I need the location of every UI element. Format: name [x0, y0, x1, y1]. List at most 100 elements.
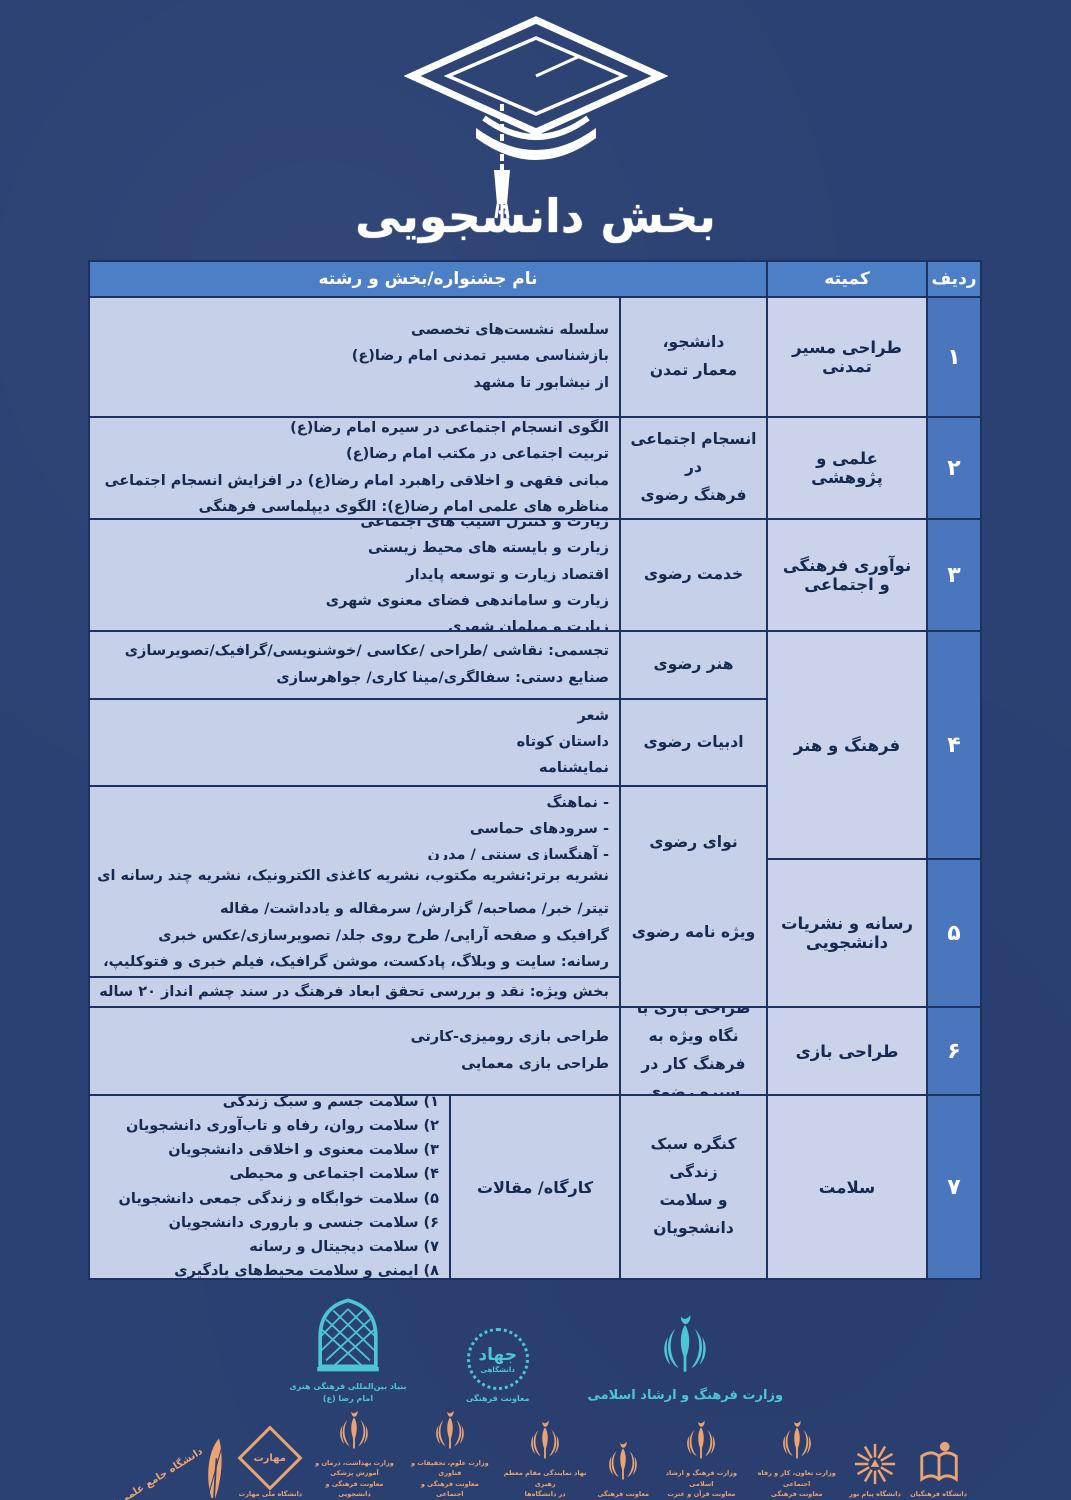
fields-cell: الگوی انسجام اجتماعی در سیره امام رضا(ع)…	[90, 418, 619, 518]
row-number: ۴	[928, 632, 980, 858]
iran-emblem-icon	[687, 1421, 716, 1460]
field-item: نشریه برتر:نشریه مکتوب، نشریه کاغذی الکت…	[97, 868, 609, 885]
uast-wordmark: دانشگاه جامع علمی کاربردی	[80, 1445, 205, 1500]
field-item: ۸) ایمنی و سلامت محیط‌های یادگیری	[174, 1262, 439, 1278]
field-item: زیارت و کنترل آسیب های اجتماعی	[360, 520, 609, 531]
row-number: ۵	[928, 860, 980, 1006]
committee-cell: علمی و پژوهشی	[768, 418, 926, 518]
row-number: ۳	[928, 520, 980, 630]
fields-cell: تجسمی: نقاشی /طراحی /عکاسی /خوشنویسی/گرا…	[90, 632, 619, 698]
science-ministry-logo: وزارت علوم، تحقیقات و فناوری معاونت فرهن…	[407, 1408, 493, 1500]
book-person-icon	[919, 1442, 958, 1483]
field-item: مبانی فقهی و اخلاقی راهبرد امام رضا(ع) د…	[104, 472, 609, 489]
field-item: شعر	[577, 708, 609, 724]
ministry-culture-logo: وزارت فرهنگ و ارشاد اسلامی	[587, 1311, 783, 1406]
table-row: ۱ طراحی مسیر تمدنی دانشجو، معمار تمدن سل…	[90, 298, 980, 416]
table-row: ۵ رسانه و نشریات دانشجویی ویژه نامه رضوی…	[90, 860, 980, 1006]
fields-cell: سلسله نشست‌های تخصصی بازشناسی مسیر تمدنی…	[90, 298, 619, 416]
fields-cell: بخش ویژه: نقد و بررسی تحقق ابعاد فرهنگ د…	[90, 978, 619, 1006]
cooperation-ministry-logo: وزارت تعاون، کار و رفاه اجتماعی معاونت ف…	[754, 1418, 840, 1499]
field-item: بازشناسی مسیر تمدنی امام رضا(ع)	[351, 348, 609, 365]
row-number: ۶	[928, 1008, 980, 1094]
field-item: تیتر/ خبر/ مصاحبه/ گزارش/ سرمقاله و یادد…	[220, 901, 609, 918]
section-label: کنگره سبک زندگی و سلامت دانشجویان	[621, 1096, 766, 1278]
skills-university-logo: مهارت دانشگاه ملی مهارت	[237, 1425, 303, 1499]
fields-cell: تیتر/ خبر/ مصاحبه/ گزارش/ سرمقاله و یادد…	[90, 896, 619, 976]
field-item: ۵) سلامت خوابگاه و زندگی جمعی دانشجویان	[118, 1190, 440, 1207]
header-row-number: ردیف	[928, 262, 980, 296]
field-item: تربیت اجتماعی در مکتب امام رضا(ع)	[346, 446, 609, 463]
row-number: ۱	[928, 298, 980, 416]
uast-logo	[199, 1436, 229, 1500]
fields-cell: ۱) سلامت جسم و سبک زندگی ۲) سلامت روان، …	[90, 1096, 449, 1278]
diamond-emblem-icon: مهارت	[237, 1425, 303, 1491]
header-committee: کمیته	[768, 262, 926, 296]
section-label: ویژه نامه رضوی	[621, 860, 766, 1006]
field-item: سلسله نشست‌های تخصصی	[411, 322, 609, 339]
field-item: رسانه: سایت و وبلاگ، پادکست، موشن گرافیک…	[103, 953, 609, 970]
payame-noor-logo: دانشگاه پیام نور	[849, 1441, 901, 1499]
section-label: هنر رضوی	[621, 632, 766, 698]
field-item: ۴) سلامت اجتماعی و محیطی	[229, 1166, 439, 1183]
field-item: ۷) سلامت دیجیتال و رسانه	[249, 1238, 439, 1255]
jahad-emblem-icon: جهاد دانشگاهی	[466, 1328, 529, 1390]
sub-row: هنر رضوی تجسمی: نقاشی /طراحی /عکاسی /خوش…	[90, 632, 766, 698]
field-item: زیارت و بایسته های محیط زیستی	[367, 540, 609, 557]
section-label: ادبیات رضوی	[621, 700, 766, 786]
row-number: ۷	[928, 1096, 980, 1278]
quran-deputy-logo: وزارت فرهنگ و ارشاد اسلامی معاونت قرآن و…	[658, 1418, 744, 1499]
jahad-daneshgahi-logo: جهاد دانشگاهی معاونت فرهنگی	[466, 1328, 529, 1405]
mosque-arch-icon	[317, 1298, 379, 1372]
field-item: بخش ویژه: نقد و بررسی تحقق ابعاد فرهنگ د…	[99, 983, 609, 1000]
committee-cell: طراحی بازی	[768, 1008, 926, 1094]
field-item: - آهنگسازی سنتی / مدرن	[427, 847, 609, 864]
committee-cell: طراحی مسیر تمدنی	[768, 298, 926, 416]
committee-cell: فرهنگ و هنر	[768, 632, 926, 858]
sub-row: ادبیات رضوی شعر داستان کوتاه نمایشنامه	[90, 700, 766, 786]
iran-emblem-icon	[435, 1410, 464, 1449]
field-item: طراحی بازی رومیزی-کارتی	[410, 1029, 609, 1046]
iran-emblem-icon	[340, 1410, 369, 1449]
festival-section-title: بخش دانشجویی	[355, 189, 716, 243]
iran-emblem-icon	[609, 1441, 638, 1480]
field-item: - نماهنگ	[546, 795, 610, 812]
section-label: انسجام اجتماعی در فرهنگ رضوی	[621, 418, 766, 518]
section-label: خدمت رضوی	[621, 520, 766, 630]
table-row: ۶ طراحی بازی طراحی بازی با نگاه ویژه به …	[90, 1008, 980, 1094]
field-item: مناظره های علمی امام رضا(ع): الگوی دیپلم…	[198, 498, 609, 515]
field-item: تجسمی: نقاشی /طراحی /عکاسی /خوشنویسی/گرا…	[124, 643, 609, 660]
iran-emblem-icon	[664, 1314, 706, 1372]
fields-cell: طراحی بازی رومیزی-کارتی طراحی بازی معمای…	[90, 1008, 619, 1094]
field-item: نمایشنامه	[539, 760, 609, 777]
health-ministry-logo: وزارت بهداشت، درمان و آموزش پزشکی معاونت…	[311, 1408, 397, 1500]
iran-emblem-icon	[531, 1421, 559, 1460]
field-item: ۱) سلامت جسم و سبک زندگی	[222, 1096, 439, 1111]
workshop-articles-label: کارگاه/ مقالات	[451, 1096, 619, 1278]
field-item: ۶) سلامت جنسی و باروری دانشجویان	[168, 1214, 439, 1231]
field-item: ۲) سلامت روان، رفاه و تاب‌آوری دانشجویان	[126, 1118, 439, 1135]
leader-representation-logo: نهاد نمایندگی مقام معظم رهبری در دانشگاه…	[502, 1418, 588, 1499]
fields-cell: شعر داستان کوتاه نمایشنامه	[90, 700, 619, 786]
header-festival-name: نام جشنواره/بخش و رشته	[90, 262, 766, 296]
table-row: ۲ علمی و پژوهشی انسجام اجتماعی در فرهنگ …	[90, 418, 980, 518]
field-item: - سرودهای حماسی	[469, 821, 609, 838]
table-row: ۴ فرهنگ و هنر هنر رضوی تجسمی: نقاشی /طرا…	[90, 632, 980, 899]
fields-cell: زیارت و کنترل آسیب های اجتماعی زیارت و ب…	[90, 520, 619, 630]
field-item: الگوی انسجام اجتماعی در سیره امام رضا(ع)	[290, 420, 609, 437]
field-item: گرافیک و صفحه آرایی/ طرح روی جلد/ تصویرس…	[158, 927, 609, 944]
committee-cell: نوآوری فرهنگی و اجتماعی	[768, 520, 926, 630]
secondary-sponsors: دانشگاه جامع علمی کاربردی مهارت دانشگاه …	[80, 1408, 967, 1500]
committee-cell: رسانه و نشریات دانشجویی	[768, 860, 926, 1006]
festival-logo: بخش دانشجویی بیست و دومین جشنواره بین ال…	[0, 12, 1071, 295]
field-item: ۳) سلامت معنوی و اخلاقی دانشجویان	[168, 1142, 439, 1159]
field-item: زیارت و ساماندهی فضای معنوی شهری	[325, 592, 609, 609]
row-number: ۲	[928, 418, 980, 518]
field-item: داستان کوتاه	[516, 734, 609, 751]
sunburst-icon	[854, 1444, 896, 1485]
field-item: زیارت و مبلمان شهری	[448, 618, 609, 630]
festival-table: ردیف کمیته نام جشنواره/بخش و رشته ۱ طراح…	[88, 260, 982, 1280]
committee-cell: سلامت	[768, 1096, 926, 1278]
table-header-row: ردیف کمیته نام جشنواره/بخش و رشته	[90, 262, 980, 296]
field-item: اقتصاد زیارت و توسعه پایدار	[406, 566, 609, 583]
